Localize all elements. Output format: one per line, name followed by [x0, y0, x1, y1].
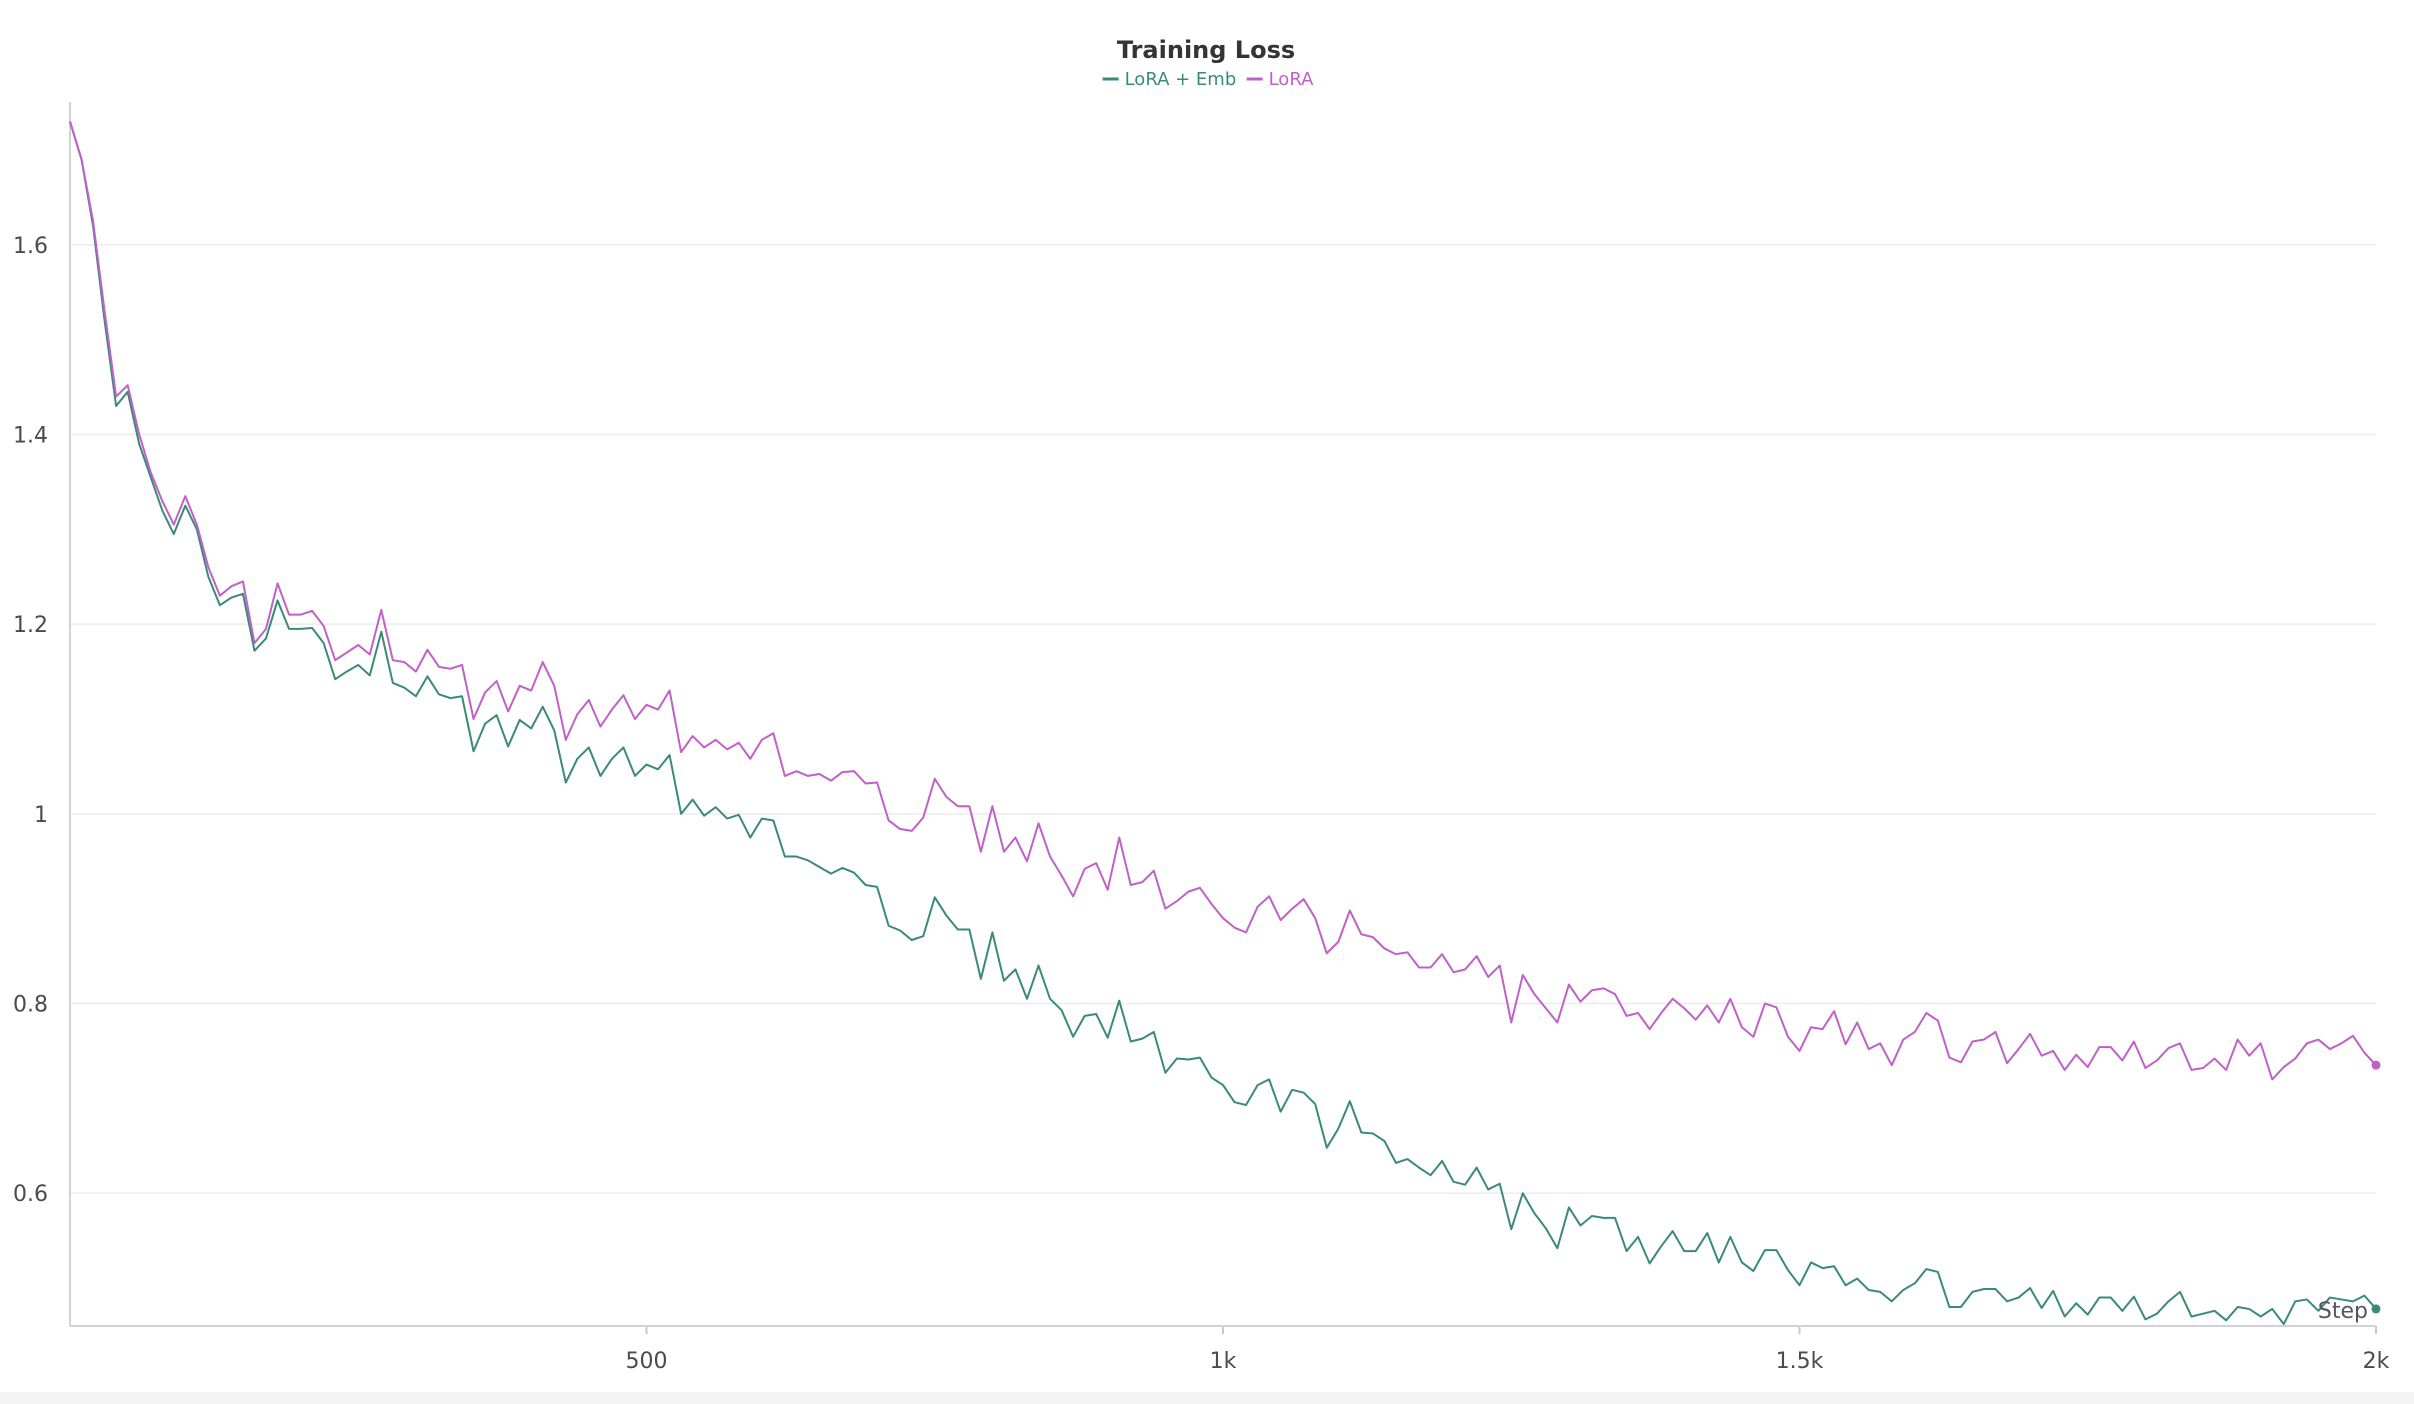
legend-label: LoRA + Emb — [1125, 69, 1237, 90]
bottom-strip — [0, 1392, 2414, 1404]
series-end-point — [2371, 1060, 2381, 1070]
y-tick-label: 1.4 — [13, 423, 48, 448]
x-axis-label: Step — [2318, 1299, 2368, 1324]
y-tick-label: 0.8 — [13, 993, 48, 1018]
y-tick-label: 1.6 — [13, 234, 48, 259]
x-tick-label: 1k — [1210, 1349, 1237, 1374]
x-tick-label: 2k — [2363, 1349, 2390, 1374]
chart-gridlines — [70, 244, 2376, 1194]
chart-series — [69, 121, 2381, 1326]
x-axis-ticks: 500 1k 1.5k 2k — [626, 1326, 2390, 1374]
chart-legend: LoRA + Emb LoRA — [1102, 69, 1315, 90]
y-tick-label: 1.2 — [13, 613, 48, 638]
legend-label: LoRA — [1269, 69, 1315, 90]
series-end-point — [2371, 1304, 2381, 1314]
chart-title: Training Loss — [1117, 36, 1295, 64]
series-line-lora — [69, 121, 2377, 1081]
y-tick-label: 1 — [34, 803, 48, 828]
y-tick-label: 0.6 — [13, 1182, 48, 1207]
x-tick-label: 1.5k — [1776, 1349, 1824, 1374]
series-line-lora-emb — [69, 121, 2377, 1326]
x-tick-label: 500 — [626, 1349, 668, 1374]
y-axis-ticks: 0.6 0.8 1 1.2 1.4 1.6 — [13, 234, 48, 1207]
